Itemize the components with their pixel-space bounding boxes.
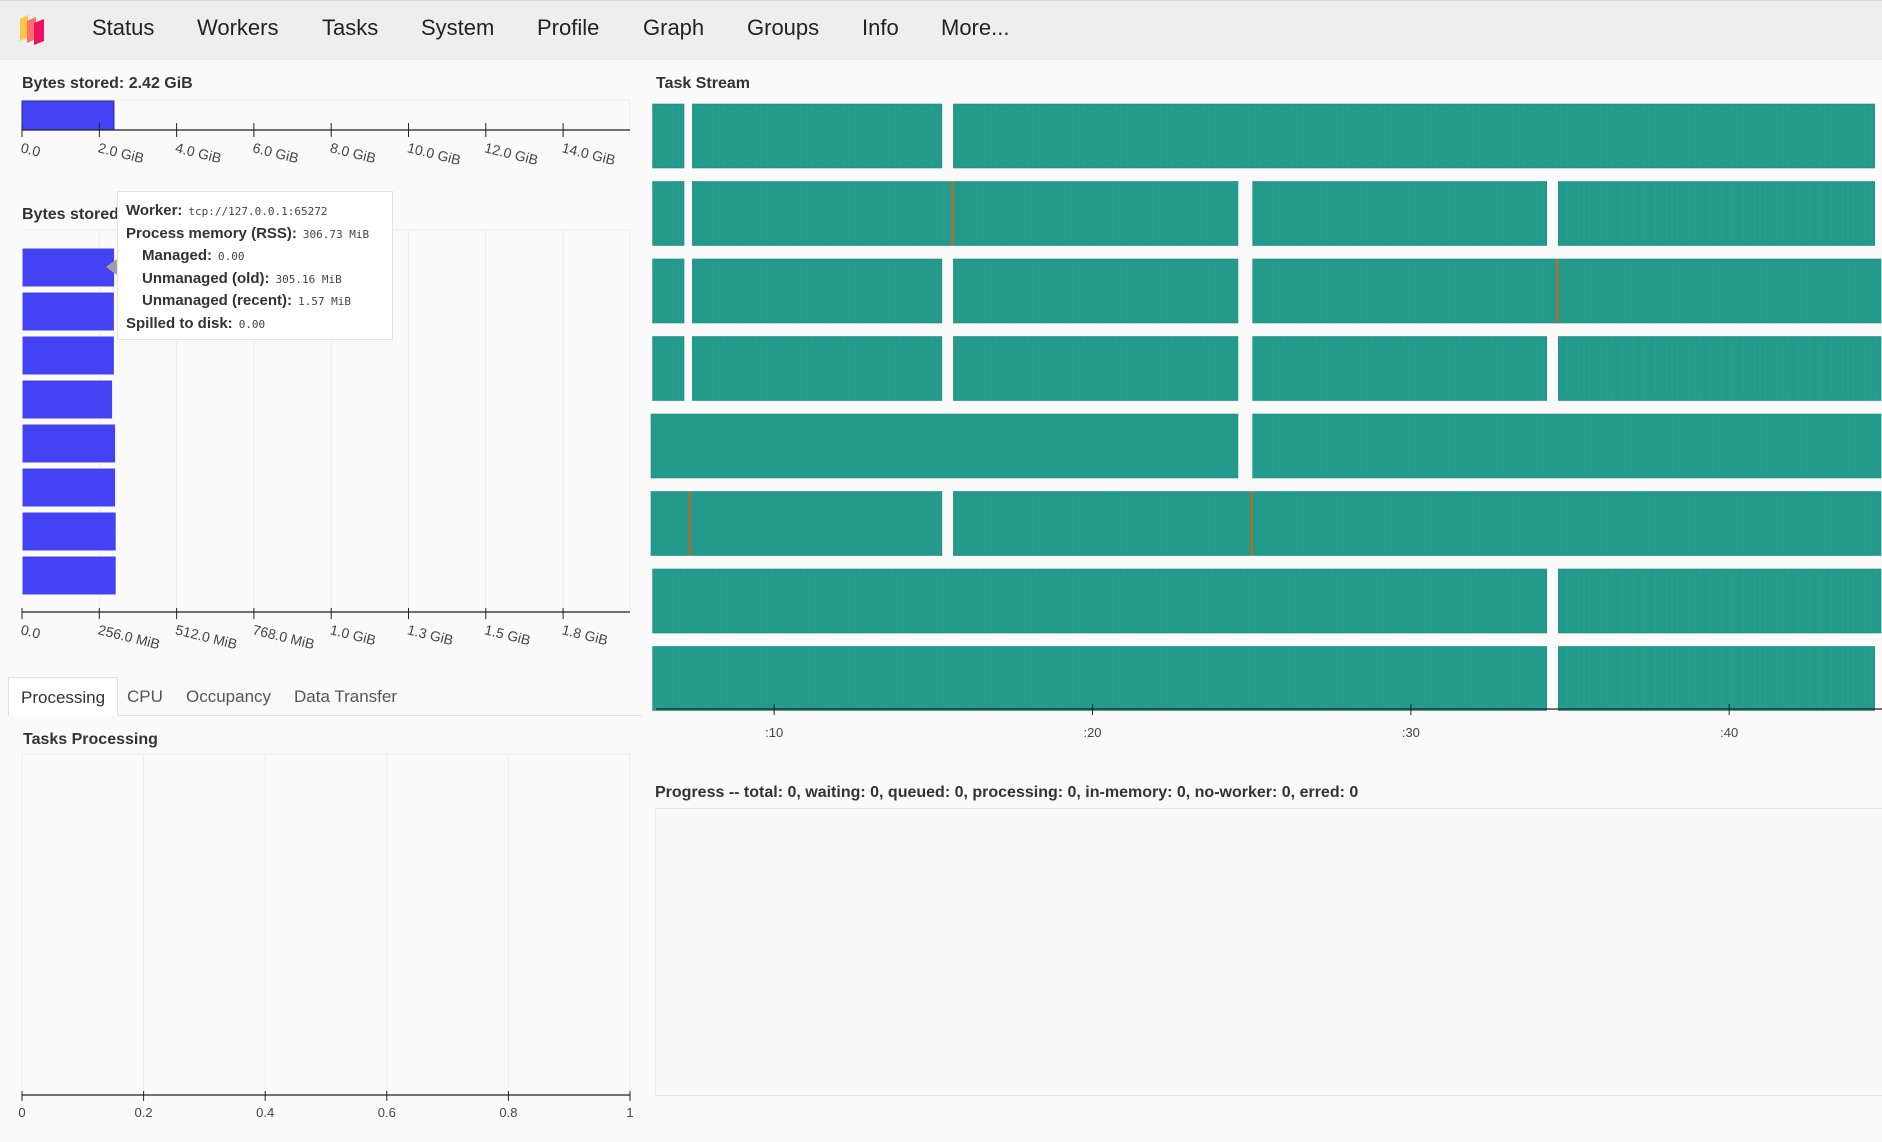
task-block (1252, 336, 1548, 401)
tasks-processing-title: Tasks Processing (23, 731, 158, 748)
task-block (652, 103, 685, 169)
nav-workers[interactable]: Workers (197, 15, 279, 40)
nav-more[interactable]: More... (941, 15, 1010, 40)
task-block (1557, 568, 1882, 634)
worker-tooltip: Worker: tcp://127.0.0.1:65272 Process mem… (117, 191, 393, 340)
task-block (1557, 646, 1875, 711)
task-block (652, 181, 685, 246)
tick-label: 1.8 GiB (560, 621, 609, 648)
tick-label: 4.0 GiB (174, 139, 223, 166)
tooltip-unmanaged-old-label: Unmanaged (old): (142, 269, 270, 287)
task-block (1252, 181, 1548, 246)
task-block (650, 491, 943, 556)
tooltip-rss-value: 306.73 MiB (302, 227, 370, 241)
tick-label: 1.3 GiB (406, 621, 455, 648)
task-block (1557, 181, 1875, 246)
task-block (1252, 258, 1882, 324)
tick-label: 0.6 (378, 1105, 396, 1120)
tooltip-managed-label: Managed: (142, 247, 213, 264)
tick-label: 256.0 MiB (97, 621, 162, 652)
tick-label: 0.4 (256, 1105, 274, 1120)
task-stream-title: Task Stream (656, 75, 750, 92)
tooltip-unmanaged-recent-value: 1.57 MiB (298, 295, 352, 308)
task-block (692, 336, 943, 401)
tooltip-worker-value: tcp://127.0.0.1:65272 (188, 205, 328, 218)
tick-label: 2.0 GiB (97, 139, 146, 166)
task-block (650, 413, 1239, 479)
progress-plot[interactable] (655, 808, 1882, 1096)
task-block (953, 258, 1239, 324)
task-block (652, 568, 1548, 634)
top-nav: Status Workers Tasks System Profile Grap… (0, 0, 1882, 60)
tooltip-spilled-value: 0.00 (238, 317, 266, 331)
worker-memory-bar (21, 247, 116, 288)
tooltip-rss-label: Process memory (RSS): (126, 224, 297, 242)
task-block (953, 336, 1239, 401)
task-block (692, 258, 943, 324)
task-block (953, 103, 1875, 169)
task-block (652, 336, 685, 401)
tick-label: :40 (1720, 725, 1738, 740)
nav-tasks[interactable]: Tasks (322, 15, 379, 40)
worker-memory-bar (21, 423, 117, 464)
worker-memory-bar (21, 555, 117, 596)
memory-total-plot[interactable]: 0.0 2.0 GiB 4.0 GiB 6.0 GiB 8.0 GiB 10.0 GiB 1… (0, 95, 640, 175)
tooltip-managed-value: 0.00 (218, 250, 245, 263)
dask-logo-icon[interactable] (18, 11, 52, 45)
worker-memory-bar (21, 335, 115, 376)
tab-data-transfer[interactable]: Data Transfer (294, 687, 397, 706)
tick-label: :30 (1402, 725, 1420, 740)
task-block (1252, 413, 1882, 479)
nav-system[interactable]: System (421, 15, 495, 40)
tick-label: 10.0 GiB (406, 139, 463, 168)
tick-label: 6.0 GiB (251, 139, 300, 166)
nav-profile[interactable]: Profile (537, 15, 600, 40)
task-block (953, 491, 1882, 556)
tick-label: 768.0 MiB (251, 621, 316, 652)
tick-label: :10 (765, 725, 783, 740)
nav-info[interactable]: Info (862, 15, 899, 40)
tab-cpu[interactable]: CPU (127, 687, 163, 706)
tick-label: 0.0 (19, 621, 42, 641)
memory-workers-plot[interactable]: 0.0 256.0 MiB 512.0 MiB 768.0 MiB 1.0 GiB 1.3… (0, 228, 640, 668)
memory-total-bar (21, 100, 115, 131)
task-stream-plot[interactable]: :10 :20 :30 :40 (650, 95, 1882, 755)
task-block (1557, 336, 1882, 401)
tick-label: 14.0 GiB (560, 139, 617, 168)
progress-title: Progress -- total: 0, waiting: 0, queued… (655, 784, 1359, 801)
memory-total-title: Bytes stored: 2.42 GiB (22, 75, 193, 92)
task-block (652, 258, 685, 324)
tab-processing[interactable]: Processing (8, 677, 119, 716)
tooltip-spilled-label: Spilled to disk: (126, 314, 233, 332)
tick-label: 0.2 (135, 1105, 153, 1120)
tick-label: 0.8 (499, 1105, 517, 1120)
tick-label: 0.0 (19, 139, 42, 159)
task-block (692, 181, 1239, 246)
worker-memory-bar (21, 467, 117, 508)
tooltip-unmanaged-recent-label: Unmanaged (recent): (142, 292, 293, 309)
tick-label: :20 (1083, 725, 1101, 740)
tick-label: 512.0 MiB (174, 621, 239, 652)
tick-label: 8.0 GiB (328, 139, 377, 166)
tab-occupancy[interactable]: Occupancy (186, 687, 272, 706)
tick-label: 1 (626, 1105, 633, 1120)
nav-status[interactable]: Status (92, 15, 155, 40)
tooltip-unmanaged-old-value: 305.16 MiB (275, 272, 342, 286)
plot-tabs: Processing CPU Occupancy Data Transfer (8, 677, 642, 716)
task-block (692, 103, 943, 169)
tick-label: 1.5 GiB (483, 621, 532, 648)
nav-graph[interactable]: Graph (643, 15, 705, 40)
nav-groups[interactable]: Groups (747, 15, 820, 40)
tasks-processing-plot[interactable]: 0 0.2 0.4 0.6 0.8 1 (0, 752, 640, 1134)
worker-memory-bar (21, 291, 115, 332)
tick-label: 1.0 GiB (328, 621, 377, 648)
task-block (652, 646, 1548, 711)
tick-label: 12.0 GiB (483, 139, 540, 168)
tick-label: 0 (18, 1105, 25, 1120)
worker-memory-bar (21, 379, 114, 420)
tooltip-arrow (106, 259, 117, 275)
worker-memory-bar (21, 511, 117, 552)
tooltip-worker-label: Worker: (126, 202, 183, 219)
